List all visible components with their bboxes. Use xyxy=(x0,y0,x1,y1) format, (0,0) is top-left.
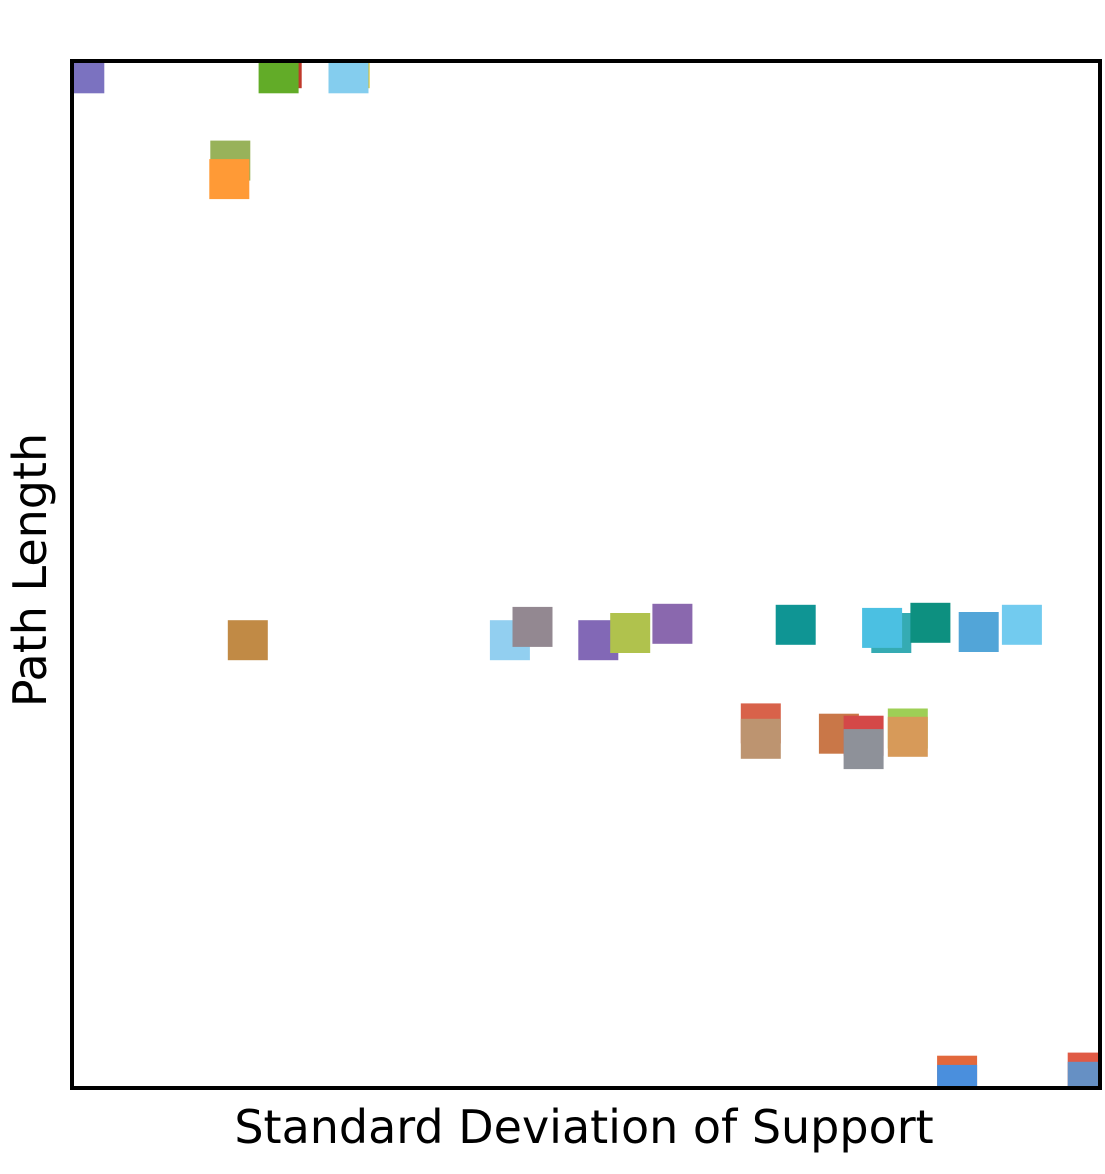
data-point-16 xyxy=(862,607,903,648)
data-point-19 xyxy=(1001,604,1042,645)
data-point-28 xyxy=(937,1064,978,1088)
data-point-14 xyxy=(775,604,816,645)
data-point-21 xyxy=(740,718,781,759)
data-point-7 xyxy=(209,159,250,200)
plot-frame xyxy=(70,59,1102,1090)
data-point-10 xyxy=(512,606,553,647)
data-point-1 xyxy=(72,61,105,94)
data-point-30 xyxy=(1067,1061,1100,1088)
data-points xyxy=(72,61,1100,1088)
y-axis-label: Path Length xyxy=(3,433,57,707)
data-point-24 xyxy=(843,729,884,770)
data-point-18 xyxy=(958,612,999,652)
data-point-17 xyxy=(910,602,951,643)
data-point-5 xyxy=(328,61,369,94)
data-point-3 xyxy=(258,61,299,94)
x-axis-label: Standard Deviation of Support xyxy=(234,1100,933,1154)
data-point-13 xyxy=(652,603,693,644)
data-point-26 xyxy=(887,716,928,757)
data-point-12 xyxy=(610,613,651,653)
data-point-8 xyxy=(227,620,268,661)
